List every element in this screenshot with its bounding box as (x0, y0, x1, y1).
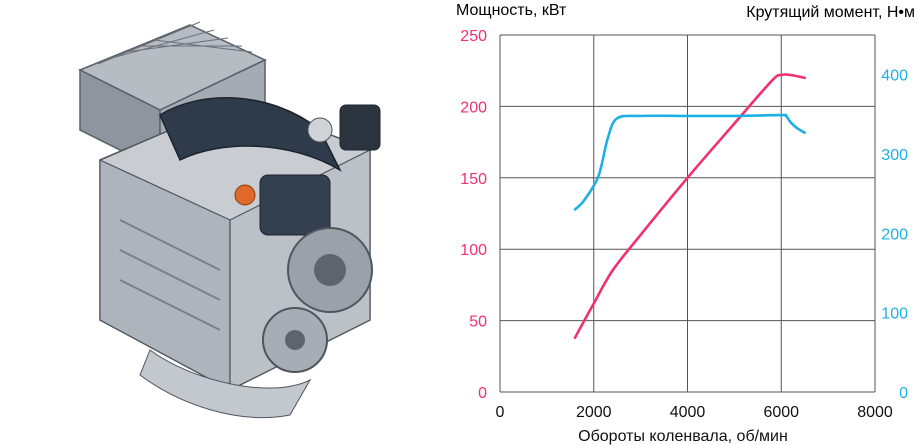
y-right-tick-label: 300 (881, 147, 908, 164)
power-series-line (573, 73, 806, 339)
engine-illustration (78, 21, 381, 419)
x-axis-title: Обороты коленвала, об/мин (578, 428, 788, 445)
y-left-tick-label: 100 (460, 242, 487, 259)
x-tick-label: 6000 (763, 404, 799, 421)
engine-block-icon (99, 97, 381, 419)
torque-series-line (573, 113, 806, 211)
x-tick-label: 0 (496, 404, 505, 421)
x-tick-label: 2000 (576, 404, 612, 421)
series-layer (573, 73, 806, 339)
y-left-tick-label: 50 (469, 314, 487, 331)
y-left-tick-label: 0 (478, 385, 487, 402)
x-tick-label: 8000 (857, 404, 893, 421)
y-right-tick-label: 200 (881, 226, 908, 243)
y-right-tick-label: 100 (881, 306, 908, 323)
y-left-tick-label: 250 (460, 28, 487, 45)
ticks-layer: 0 2000 4000 6000 8000 0 50 100 150 200 250 0 100 200 3… (460, 28, 908, 421)
gridlines (499, 34, 876, 393)
y-left-tick-label: 200 (460, 99, 487, 116)
y-right-tick-label: 0 (899, 385, 908, 402)
y-left-tick-label: 150 (460, 171, 487, 188)
y-right-tick-label: 400 (881, 68, 908, 85)
x-tick-label: 4000 (670, 404, 706, 421)
right-axis-title: Крутящий момент, Н•м (746, 4, 915, 21)
left-axis-title: Мощность, кВт (456, 2, 567, 19)
